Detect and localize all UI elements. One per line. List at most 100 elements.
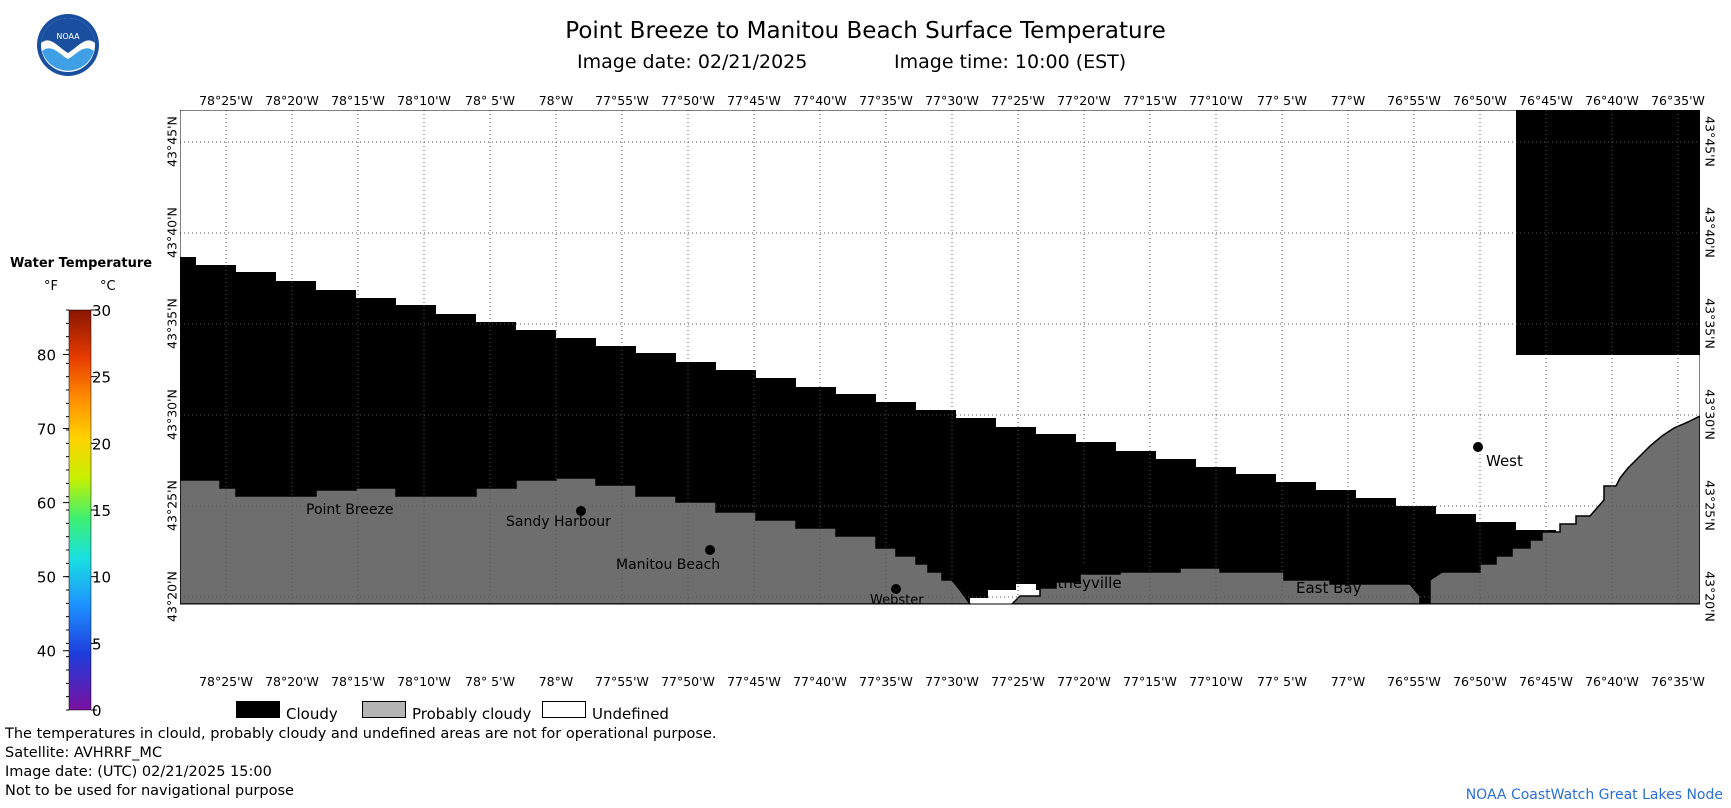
lon-label-bottom: 76°55'W <box>1387 674 1441 689</box>
lon-label-bottom: 77°40'W <box>793 674 847 689</box>
image-date: Image date: 02/21/2025 <box>577 51 808 73</box>
lon-label-top: 76°35'W <box>1651 93 1705 108</box>
lon-label-top: 78°W <box>538 93 574 108</box>
lon-label-bottom: 77°10'W <box>1189 674 1243 689</box>
lon-label-bottom: 78°10'W <box>397 674 451 689</box>
lon-label-top: 77°35'W <box>859 93 913 108</box>
lat-label-left: 43°45'N <box>164 116 180 167</box>
colorbar-label-c: 30 <box>92 302 111 320</box>
place-marker <box>705 545 715 555</box>
lat-label-right: 43°45'N <box>1702 116 1718 167</box>
lon-label-top: 76°50'W <box>1453 93 1507 108</box>
lon-label-bottom: 78° 5'W <box>465 674 515 689</box>
lon-label-bottom: 77°35'W <box>859 674 913 689</box>
place-marker <box>402 477 412 487</box>
lon-label-top: 77°30'W <box>925 93 979 108</box>
lon-label-top: 77°20'W <box>1057 93 1111 108</box>
place-marker <box>1473 442 1483 452</box>
footer-navigation-warning: Not to be used for navigational purpose <box>5 783 294 799</box>
lon-label-top: 78°15'W <box>331 93 385 108</box>
colorbar-label-f: 60 <box>37 495 56 513</box>
footer-credit: NOAA CoastWatch Great Lakes Node <box>1465 787 1723 803</box>
lon-label-bottom: 77°W <box>1330 674 1366 689</box>
lon-label-bottom: 77°30'W <box>925 674 979 689</box>
lat-label-right: 43°35'N <box>1702 298 1718 349</box>
logo-text: NOAA <box>56 32 80 41</box>
key-cloudy-label: Cloudy <box>286 705 338 723</box>
noaa-logo: NOAA <box>37 14 99 76</box>
lon-label-top: 78°10'W <box>397 93 451 108</box>
colorbar-label-f: 70 <box>37 421 56 439</box>
lon-label-bottom: 77°50'W <box>661 674 715 689</box>
colorbar-label-c: 25 <box>92 369 111 387</box>
unit-celsius: °C <box>100 279 116 294</box>
place-webster: Webster <box>870 593 924 604</box>
lat-label-right: 43°25'N <box>1702 480 1718 531</box>
lon-label-bottom: 78°15'W <box>331 674 385 689</box>
footer-satellite: Satellite: AVHRRF_MC <box>5 745 163 761</box>
lon-label-top: 77°W <box>1330 93 1366 108</box>
place-marker <box>1287 569 1297 579</box>
place-marker <box>891 584 901 594</box>
colorbar-label-f: 80 <box>37 346 56 364</box>
lon-label-top: 78° 5'W <box>465 93 515 108</box>
key-undefined-label: Undefined <box>592 705 669 723</box>
key-undefined-swatch <box>542 701 586 718</box>
lat-label-right: 43°40'N <box>1702 207 1718 258</box>
colorbar-label-c: 15 <box>92 502 111 520</box>
lat-label-right: 43°30'N <box>1702 389 1718 440</box>
lon-label-top: 77° 5'W <box>1257 93 1307 108</box>
key-probably-cloudy-swatch <box>362 701 406 718</box>
place-marker <box>1076 564 1086 574</box>
colorbar-label-f: 50 <box>37 569 56 587</box>
lat-label-left: 43°30'N <box>164 389 180 440</box>
key-cloudy-swatch <box>236 701 280 718</box>
place-pultneyville: Pultneyville <box>1035 574 1122 592</box>
lat-label-left: 43°25'N <box>164 480 180 531</box>
place-point-breeze: Point Breeze <box>306 502 394 518</box>
footer-disclaimer: The temperatures in clould, probably clo… <box>5 726 717 742</box>
cloudy-region <box>180 257 1600 642</box>
unit-fahrenheit: °F <box>44 279 58 294</box>
lon-label-bottom: 77°45'W <box>727 674 781 689</box>
lat-label-left: 43°35'N <box>164 298 180 349</box>
footer-utc-date: Image date: (UTC) 02/21/2025 15:00 <box>5 764 272 780</box>
colorbar-label-c: 10 <box>92 569 111 587</box>
lon-label-top: 77°45'W <box>727 93 781 108</box>
lon-label-bottom: 78°20'W <box>265 674 319 689</box>
place-west: West <box>1486 452 1523 470</box>
lon-label-bottom: 76°50'W <box>1453 674 1507 689</box>
graticule <box>180 110 1700 604</box>
lon-label-bottom: 77°25'W <box>991 674 1045 689</box>
lat-label-left: 43°20'N <box>164 571 180 622</box>
lon-label-bottom: 77°20'W <box>1057 674 1111 689</box>
place-east-bay: East Bay <box>1296 579 1362 597</box>
lon-label-bottom: 77°55'W <box>595 674 649 689</box>
lon-label-top: 77°55'W <box>595 93 649 108</box>
colorbar-title: Water Temperature <box>10 256 153 271</box>
lon-label-bottom: 76°40'W <box>1585 674 1639 689</box>
lon-label-bottom: 77° 5'W <box>1257 674 1307 689</box>
lon-label-top: 76°55'W <box>1387 93 1441 108</box>
lon-label-top: 77°50'W <box>661 93 715 108</box>
land-region-sw <box>180 477 972 605</box>
key-probably-cloudy-label: Probably cloudy <box>412 705 532 723</box>
place-marker <box>576 506 586 516</box>
colorbar-label-c: 5 <box>92 635 102 653</box>
lat-label-left: 43°40'N <box>164 207 180 258</box>
lon-label-bottom: 78°25'W <box>199 674 253 689</box>
place-manitou-beach: Manitou Beach <box>616 557 721 573</box>
lon-label-top: 76°45'W <box>1519 93 1573 108</box>
lon-label-top: 78°20'W <box>265 93 319 108</box>
lon-label-bottom: 77°15'W <box>1123 674 1177 689</box>
image-time: Image time: 10:00 (EST) <box>894 51 1127 73</box>
lon-label-top: 78°25'W <box>199 93 253 108</box>
lon-label-top: 77°10'W <box>1189 93 1243 108</box>
lon-label-bottom: 78°W <box>538 674 574 689</box>
lat-label-right: 43°20'N <box>1702 571 1718 622</box>
map-panel <box>180 110 1700 670</box>
lon-label-top: 77°40'W <box>793 93 847 108</box>
map-frame <box>180 110 1700 605</box>
